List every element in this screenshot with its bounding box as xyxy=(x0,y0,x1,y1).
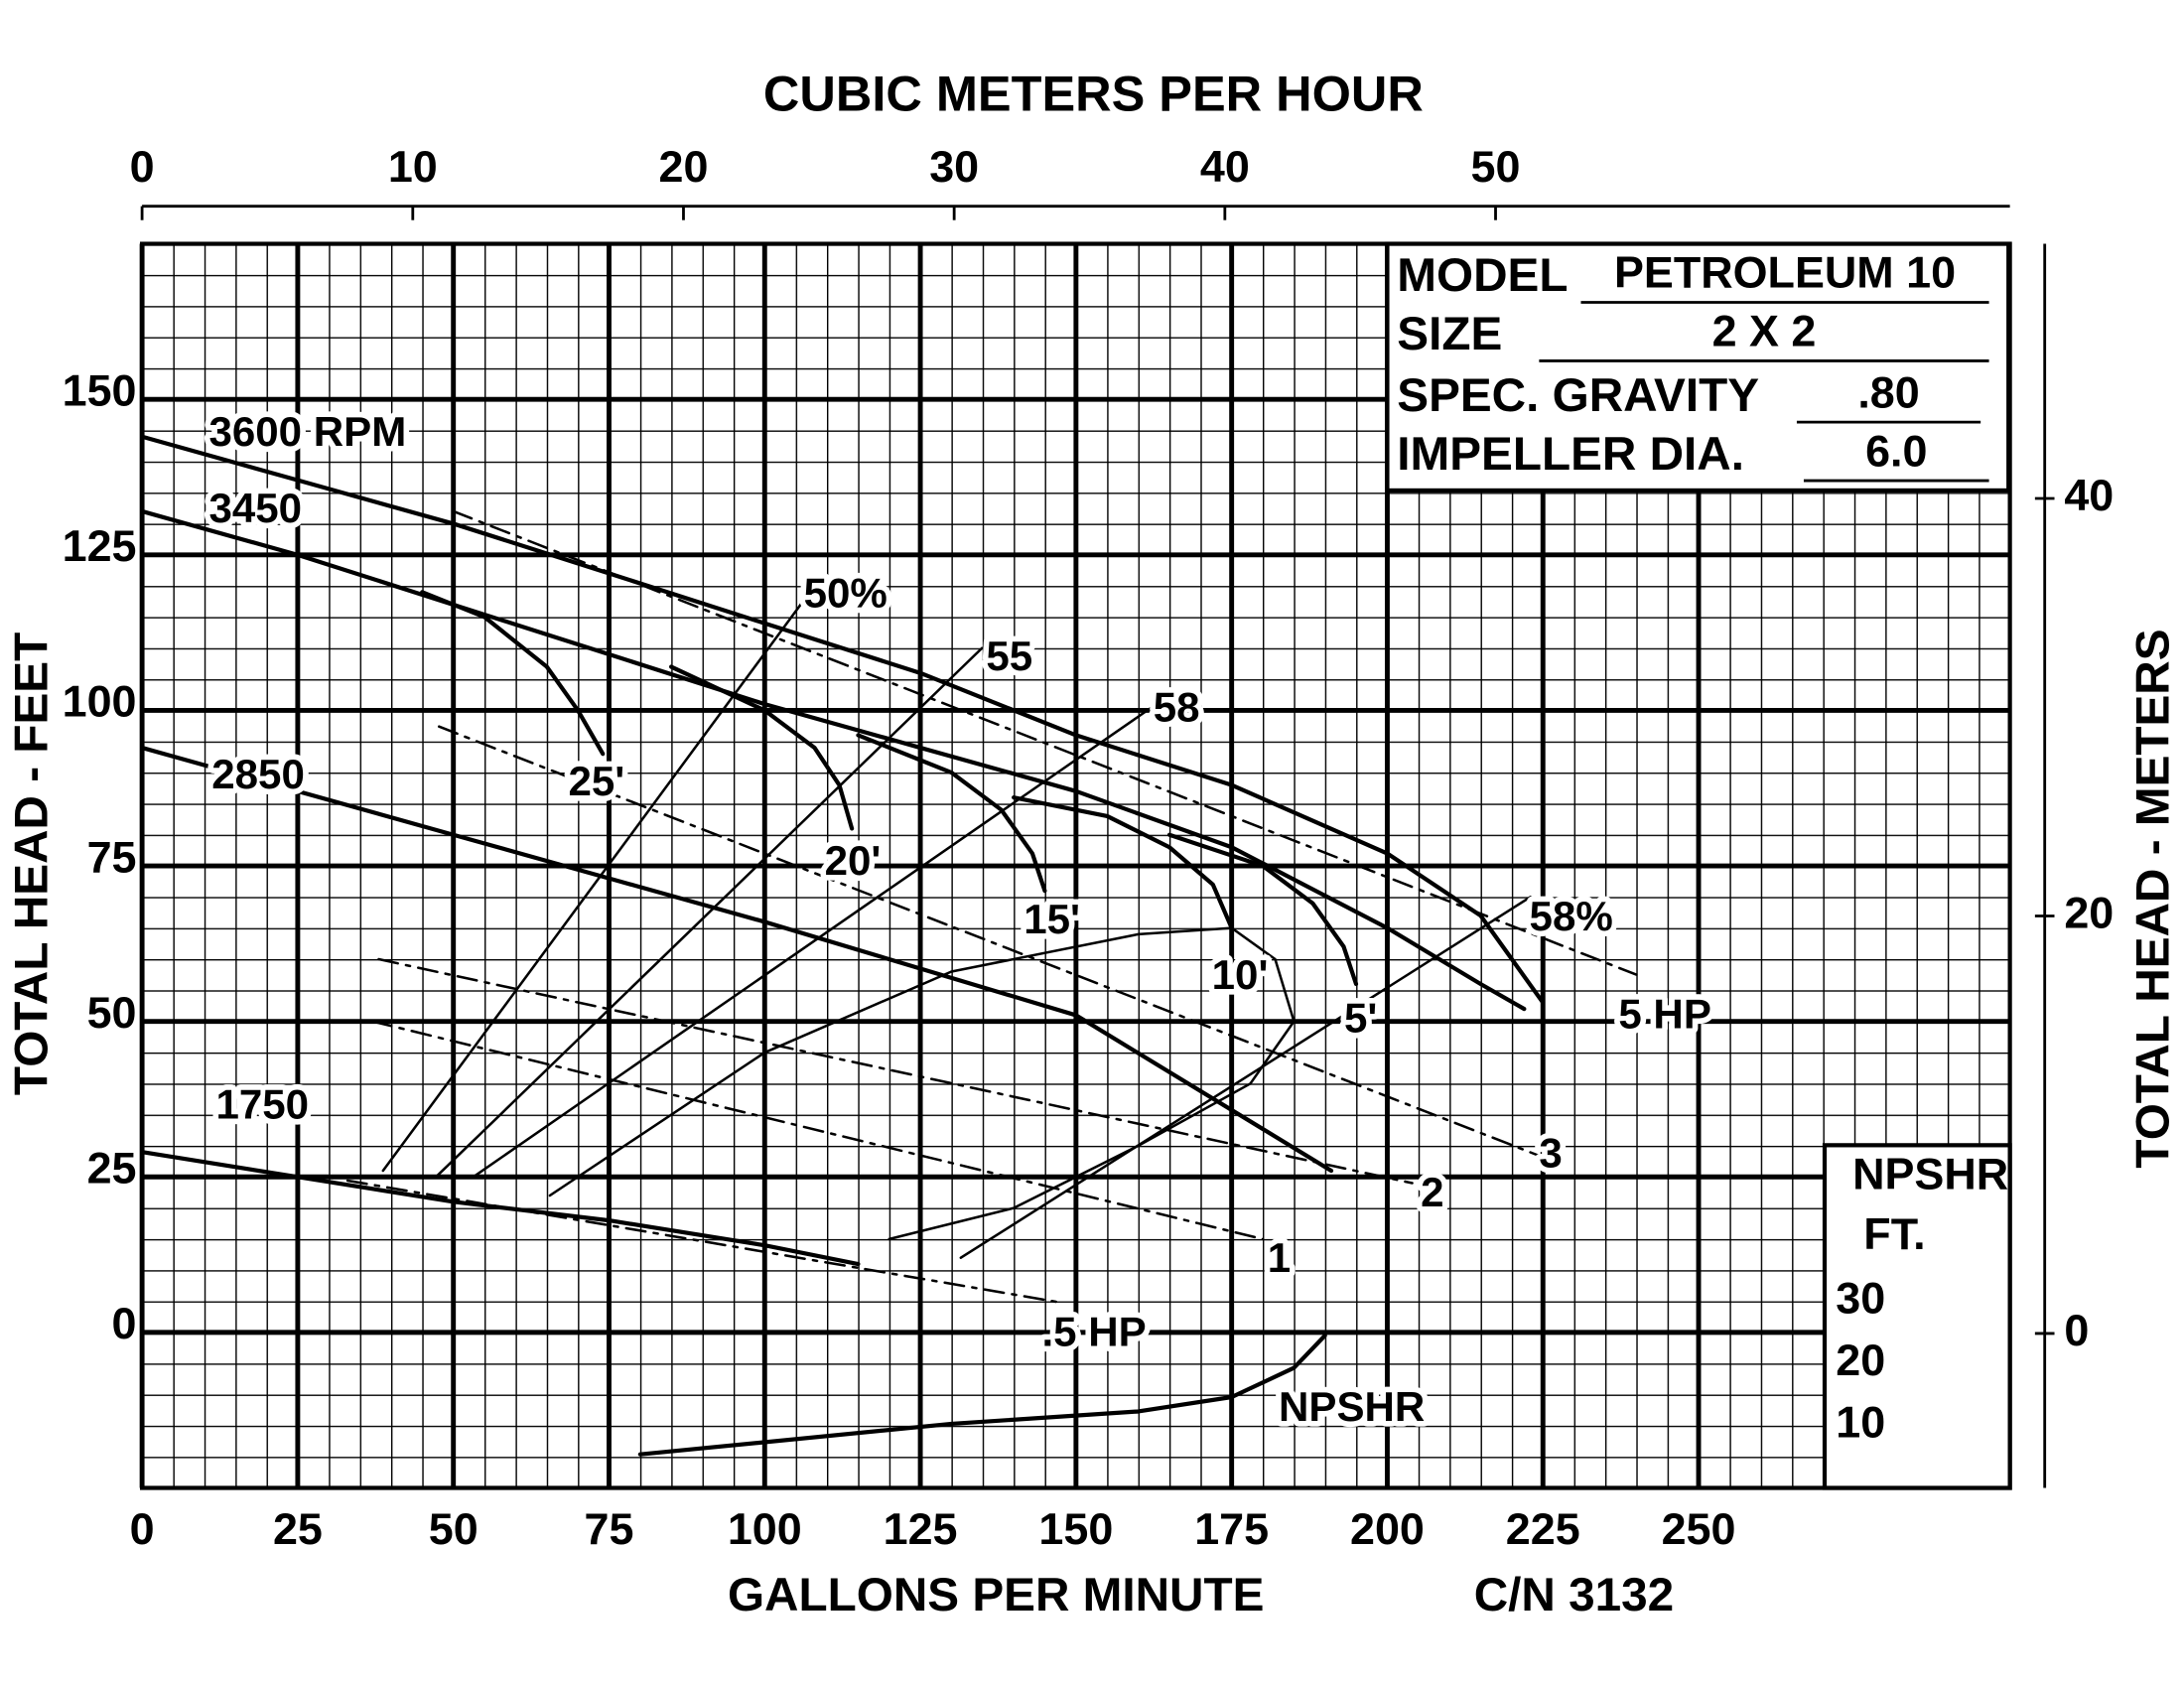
curve xyxy=(1012,795,1234,930)
x-axis-title: GALLONS PER MINUTE xyxy=(728,1569,1264,1621)
curve xyxy=(345,1179,1059,1304)
y-tick-label: 25 xyxy=(87,1143,137,1194)
x-tick-label: 175 xyxy=(1194,1503,1269,1554)
x-tick-label: 50 xyxy=(429,1503,478,1554)
y2-tick-label: 20 xyxy=(2064,887,2114,937)
npshr-box: NPSHR FT. 30 20 10 xyxy=(1822,1143,2012,1490)
x-tick-label: 75 xyxy=(585,1503,634,1554)
curve-label: 1750 xyxy=(215,1081,309,1128)
curve xyxy=(381,597,807,1173)
curve-label: NPSHR xyxy=(1279,1383,1425,1430)
curve xyxy=(140,508,1527,1012)
note: C/N 3132 xyxy=(1474,1569,1674,1621)
curve-label: 58 xyxy=(1154,684,1200,731)
info-value: 6.0 xyxy=(1865,425,1927,476)
curves xyxy=(140,434,1638,1457)
curve-label: 20' xyxy=(825,837,882,884)
curve xyxy=(420,590,606,757)
info-label: MODEL xyxy=(1397,249,1568,302)
y-tick-label: 50 xyxy=(87,987,137,1038)
curve-label: 5' xyxy=(1344,995,1377,1042)
y2-tick-label: 40 xyxy=(2064,470,2114,520)
curve xyxy=(140,434,1546,1005)
npshr-frame xyxy=(1822,1143,2012,1490)
x-tick-label: 125 xyxy=(884,1503,958,1554)
x2-axis-title: CUBIC METERS PER HOUR xyxy=(763,66,1424,122)
curve-label: 10' xyxy=(1212,951,1269,998)
x2-tick-label: 50 xyxy=(1471,141,1521,192)
y2-axis-title: TOTAL HEAD - METERS xyxy=(2127,629,2180,1168)
npshr-tick-label: 30 xyxy=(1836,1272,1885,1323)
npshr-unit: FT. xyxy=(1863,1208,1925,1259)
x-tick-label: 200 xyxy=(1350,1503,1425,1554)
curve xyxy=(637,1333,1327,1457)
curve-label: 55 xyxy=(986,633,1032,679)
curve xyxy=(856,733,1047,894)
y2-tick-label: 0 xyxy=(2064,1305,2089,1355)
curve-label: 1 xyxy=(1268,1234,1291,1281)
x2-tick-label: 40 xyxy=(1200,141,1250,192)
y-tick-label: 150 xyxy=(63,364,137,415)
info-value: .80 xyxy=(1857,366,1919,417)
npshr-tick-label: 20 xyxy=(1836,1335,1885,1385)
x-tick-label: 0 xyxy=(130,1503,155,1554)
y-tick-label: 125 xyxy=(63,520,137,571)
x2-tick-label: 20 xyxy=(659,141,709,192)
y-tick-label: 0 xyxy=(112,1298,137,1348)
curve-label: .5 HP xyxy=(1041,1308,1146,1354)
curve-label: 58% xyxy=(1530,893,1613,939)
curve xyxy=(959,896,1532,1259)
x-tick-label: 100 xyxy=(728,1503,802,1554)
curve-label: 25' xyxy=(568,758,624,804)
curve-label: 5 HP xyxy=(1618,990,1711,1037)
curve xyxy=(1166,832,1359,987)
curve-label: 15' xyxy=(1024,896,1080,942)
info-value: PETROLEUM 10 xyxy=(1614,247,1956,298)
y-tick-label: 75 xyxy=(87,831,137,882)
npshr-title: NPSHR xyxy=(1852,1148,2008,1198)
x-tick-label: 150 xyxy=(1038,1503,1113,1554)
y-axis-title: TOTAL HEAD - FEET xyxy=(6,633,59,1095)
curve-label: 3 xyxy=(1539,1130,1562,1177)
y-tick-label: 100 xyxy=(63,676,137,727)
x-tick-label: 250 xyxy=(1662,1503,1736,1554)
curve xyxy=(472,702,1159,1179)
npshr-tick-label: 10 xyxy=(1836,1397,1885,1448)
curve xyxy=(434,646,984,1179)
info-label: IMPELLER DIA. xyxy=(1397,428,1744,481)
curve xyxy=(452,509,1638,976)
info-label: SIZE xyxy=(1397,308,1502,360)
x2-tick-label: 10 xyxy=(388,141,438,192)
curve xyxy=(437,725,1541,1158)
curve xyxy=(140,745,1334,1174)
curve xyxy=(548,926,1296,1241)
curve-label: 2 xyxy=(1421,1169,1443,1215)
x2-tick-label: 0 xyxy=(130,141,155,192)
info-label: SPEC. GRAVITY xyxy=(1397,369,1759,422)
info-box: MODEL PETROLEUM 10 SIZE 2 X 2 SPEC. GRAVITY.… xyxy=(1385,241,2011,493)
x2-tick-label: 30 xyxy=(929,141,979,192)
curve-label: 3450 xyxy=(208,485,302,531)
curve xyxy=(140,1150,861,1267)
curve xyxy=(377,957,1414,1185)
curve xyxy=(370,1020,1265,1241)
curve-label: 3600 RPM xyxy=(208,408,406,455)
x-tick-label: 25 xyxy=(273,1503,323,1554)
x-tick-label: 225 xyxy=(1506,1503,1580,1554)
plot-frame xyxy=(140,241,2012,1490)
info-frame xyxy=(1385,241,2011,493)
info-value: 2 X 2 xyxy=(1712,306,1817,356)
curve-label: 50% xyxy=(804,570,887,617)
curve-label: 2850 xyxy=(211,751,305,797)
